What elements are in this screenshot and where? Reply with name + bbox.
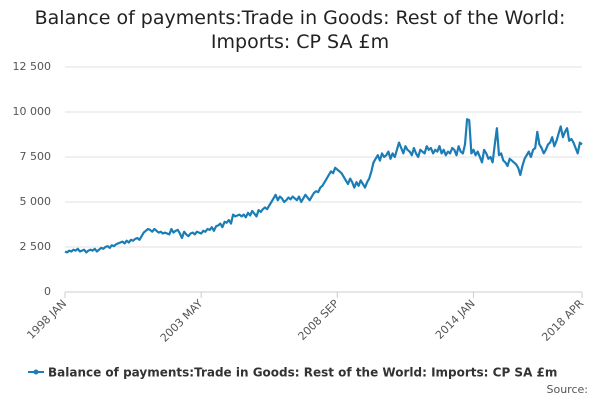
chart-title: Balance of payments:Trade in Goods: Rest…	[34, 7, 566, 53]
y-tick-label: 0	[44, 285, 51, 298]
x-tick-label: 2018 APR	[539, 297, 586, 344]
x-tick-label: 2003 MAY	[158, 297, 206, 345]
x-tick-label: 2008 SEP	[296, 297, 342, 343]
y-tick-label: 7 500	[20, 150, 52, 163]
x-tick-label: 2014 JAN	[433, 297, 478, 342]
y-tick-label: 10 000	[13, 105, 52, 118]
source: Source:	[547, 383, 589, 396]
x-tick-label: 1998 JAN	[24, 297, 69, 342]
y-tick-label: 5 000	[20, 195, 52, 208]
y-tick-label: 2 500	[20, 240, 52, 253]
legend-marker	[33, 369, 39, 375]
data-line	[64, 118, 583, 254]
legend-label: Balance of payments:Trade in Goods: Rest…	[48, 366, 557, 380]
y-tick-label: 12 500	[13, 60, 52, 73]
